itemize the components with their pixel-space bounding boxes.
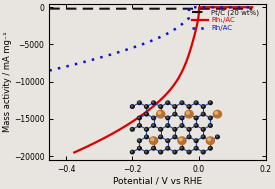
X-axis label: Potential / V vs RHE: Potential / V vs RHE (113, 177, 202, 186)
Rh/AC (195, 6, 198, 8)
Pt/C (20 wt%) (114, 8, 117, 10)
Rh/AC (128, 48, 131, 50)
Rh/AC (251, 6, 254, 8)
Rh₁/AC (197, 6, 201, 8)
Pt/C (20 wt%) (175, 8, 179, 10)
Rh/AC (114, 52, 117, 54)
Legend: Pt/C (20 wt%), Rh₁/AC, Rh/AC: Pt/C (20 wt%), Rh₁/AC, Rh/AC (192, 9, 260, 32)
Rh/AC (175, 27, 179, 29)
Rh/AC (48, 69, 51, 72)
Pt/C (20 wt%) (194, 8, 197, 10)
Pt/C (20 wt%) (48, 7, 51, 10)
Rh₁/AC (94, 141, 97, 144)
Pt/C (20 wt%) (128, 8, 131, 10)
Line: Rh/AC: Rh/AC (49, 7, 252, 70)
Y-axis label: Mass activity / mA mg⁻¹: Mass activity / mA mg⁻¹ (4, 31, 12, 132)
Pt/C (20 wt%) (72, 8, 75, 10)
Rh₁/AC (73, 151, 76, 154)
Pt/C (20 wt%) (251, 8, 254, 10)
Rh/AC (196, 6, 199, 8)
Rh/AC (72, 64, 75, 66)
Rh₁/AC (185, 61, 188, 63)
Rh₁/AC (251, 6, 254, 8)
Rh₁/AC (202, 6, 206, 8)
Line: Rh₁/AC: Rh₁/AC (74, 7, 252, 153)
Rh₁/AC (202, 6, 205, 8)
Rh/AC (188, 6, 191, 8)
Pt/C (20 wt%) (195, 8, 199, 10)
Rh₁/AC (143, 112, 146, 114)
Rh₁/AC (131, 121, 134, 123)
